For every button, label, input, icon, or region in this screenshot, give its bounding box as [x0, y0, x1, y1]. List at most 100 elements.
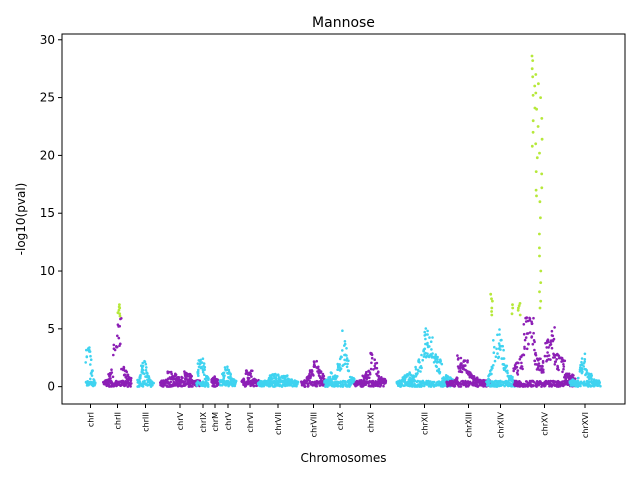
- data-point: [84, 361, 87, 364]
- x-tick-label: chrX: [336, 411, 345, 430]
- data-point: [585, 371, 589, 374]
- data-point: [561, 370, 564, 374]
- data-point: [112, 353, 115, 357]
- y-tick-label: 15: [40, 206, 55, 220]
- data-point: [257, 378, 260, 382]
- significant-point: [490, 313, 494, 317]
- data-point: [284, 377, 287, 381]
- data-point: [201, 370, 205, 374]
- data-point: [522, 323, 526, 326]
- significant-point: [490, 297, 493, 301]
- x-tick-label: chrII: [114, 412, 123, 429]
- data-point: [456, 376, 459, 380]
- data-point: [426, 333, 429, 336]
- data-point: [440, 362, 444, 366]
- data-point: [498, 333, 501, 336]
- significant-point: [510, 312, 514, 316]
- data-point: [88, 346, 91, 349]
- data-point: [272, 374, 276, 378]
- data-point: [517, 361, 520, 365]
- data-point: [426, 343, 429, 347]
- data-point: [337, 384, 340, 388]
- data-point: [249, 372, 252, 375]
- significant-point: [516, 308, 520, 312]
- data-point: [110, 371, 114, 374]
- data-point: [598, 381, 601, 385]
- data-point: [552, 337, 556, 341]
- data-point: [85, 355, 89, 358]
- data-point: [490, 380, 494, 383]
- data-point: [497, 342, 501, 345]
- data-point: [85, 348, 88, 352]
- data-point: [276, 373, 280, 377]
- data-point: [527, 342, 530, 346]
- data-point: [464, 364, 467, 367]
- data-point: [435, 365, 439, 369]
- data-point: [428, 345, 431, 348]
- data-point: [512, 369, 515, 373]
- y-tick-label: 25: [40, 91, 55, 105]
- data-point: [554, 360, 557, 363]
- data-point: [144, 362, 148, 366]
- data-point: [532, 316, 535, 320]
- data-point: [427, 379, 430, 383]
- data-point: [113, 348, 117, 352]
- data-point: [543, 354, 547, 358]
- data-point: [345, 357, 349, 360]
- data-point: [525, 347, 529, 351]
- data-point: [557, 368, 560, 372]
- significant-point: [538, 306, 542, 310]
- data-point: [206, 383, 210, 386]
- data-point: [345, 347, 348, 350]
- data-point: [572, 374, 575, 377]
- data-point: [345, 354, 348, 357]
- data-point: [207, 378, 210, 382]
- data-point: [366, 376, 369, 380]
- significant-point: [530, 144, 534, 148]
- data-point: [109, 377, 112, 380]
- data-point: [496, 333, 499, 337]
- data-point: [445, 380, 449, 384]
- data-point: [200, 361, 204, 364]
- data-point: [119, 342, 122, 346]
- data-point: [196, 362, 200, 365]
- y-axis: 0 5 10 15 20 25 30: [40, 33, 62, 394]
- data-point: [546, 351, 549, 354]
- data-point: [580, 357, 584, 360]
- data-point: [416, 372, 419, 375]
- data-point: [370, 361, 373, 365]
- significant-point: [531, 93, 535, 97]
- data-point: [431, 336, 434, 339]
- data-point: [416, 368, 420, 372]
- data-point: [495, 347, 498, 351]
- data-point: [222, 371, 226, 375]
- data-point: [91, 369, 94, 372]
- data-point: [506, 371, 509, 375]
- data-point: [124, 384, 127, 387]
- data-point: [112, 343, 116, 347]
- x-tick-label: chrXIII: [465, 412, 474, 437]
- data-point: [542, 368, 545, 372]
- data-point: [533, 359, 536, 363]
- significant-point: [118, 303, 121, 306]
- x-tick-label: chrVI: [246, 412, 255, 433]
- data-point: [129, 376, 133, 380]
- data-point: [421, 379, 425, 383]
- data-point: [599, 384, 602, 388]
- data-point: [562, 363, 565, 366]
- data-point: [177, 376, 181, 379]
- data-point: [223, 366, 227, 369]
- data-point: [147, 376, 151, 379]
- data-point: [413, 379, 417, 383]
- data-point: [146, 372, 149, 376]
- data-point: [463, 359, 467, 363]
- data-point: [376, 384, 380, 388]
- data-point: [577, 376, 580, 380]
- data-point: [143, 379, 146, 383]
- data-point: [526, 332, 530, 335]
- data-point: [436, 355, 439, 359]
- x-tick-label: chrXII: [421, 412, 430, 435]
- significant-point: [537, 82, 540, 86]
- significant-point: [531, 75, 535, 79]
- significant-point: [517, 304, 521, 308]
